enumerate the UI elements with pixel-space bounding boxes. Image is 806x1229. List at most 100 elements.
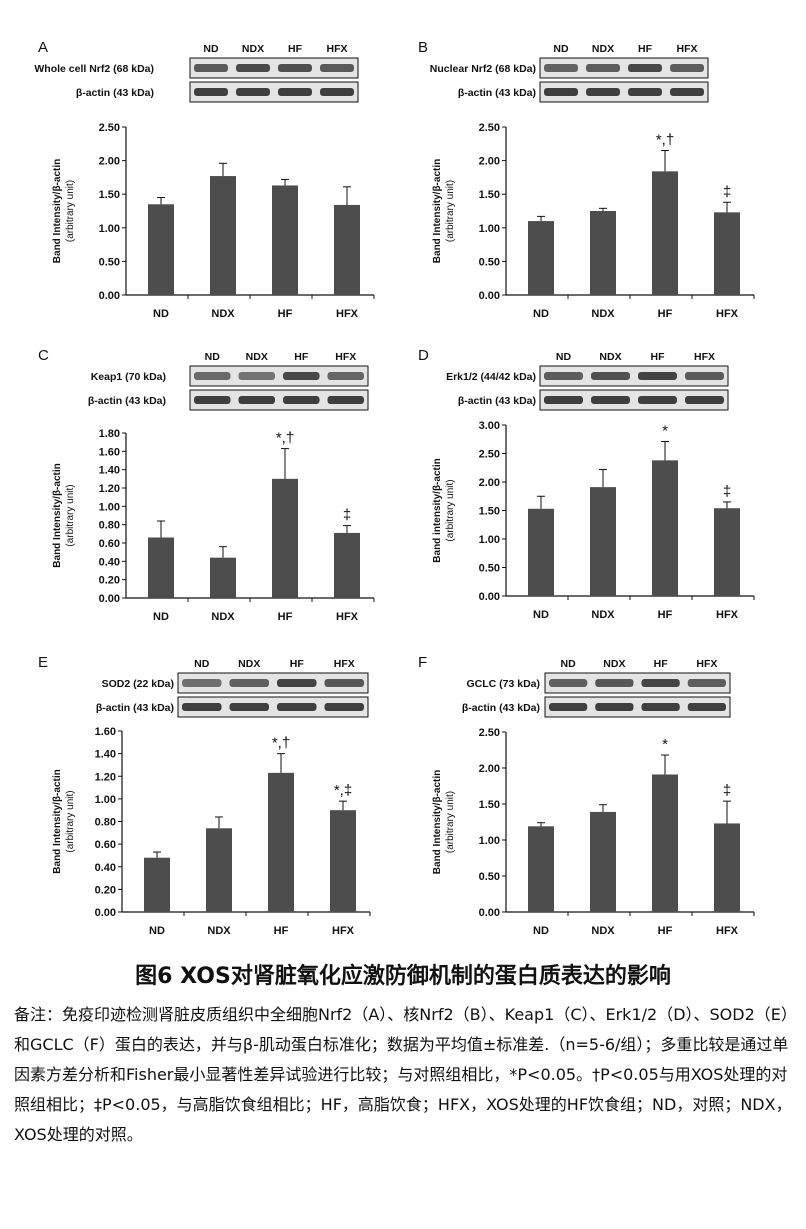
panel-e-category-label: NDX xyxy=(207,925,231,937)
panel-f-significance-label: * xyxy=(662,736,668,753)
panel-a-lane-label: NDX xyxy=(242,43,264,55)
panel-b-category-label: HF xyxy=(658,308,673,320)
panel-b: B ND NDX HF HFX Nuclear Nrf2 (68 kDa) β-actin … xyxy=(380,30,783,345)
panel-d-blot-band xyxy=(685,396,724,404)
panel-c-lane-label: HF xyxy=(294,351,309,363)
panel-b-y-tick-label: 2.00 xyxy=(479,156,500,168)
panel-f-blot-label: GCLC (73 kDa) xyxy=(466,678,540,690)
panel-e-y-tick-label: 1.20 xyxy=(95,771,116,783)
panel-c-category-label: HF xyxy=(278,611,293,623)
panel-d-y-tick-label: 0.50 xyxy=(479,563,500,575)
panel-a-svg: A ND NDX HF HFX Whole cell Nrf2 (68 kDa) β-act… xyxy=(34,39,375,320)
panel-b-lane-label: ND xyxy=(553,43,569,55)
panel-e-y-tick-label: 0.20 xyxy=(95,884,116,896)
panel-f-category-label: HFX xyxy=(716,925,739,937)
panel-f-lane-label: HFX xyxy=(696,658,717,670)
panel-c-blot-band xyxy=(194,396,231,404)
panel-d-blot-label: Erk1/2 (44/42 kDa) xyxy=(446,371,536,383)
figure-title: 图6 XOS对肾脏氧化应激防御机制的蛋白质表达的影响 xyxy=(135,964,671,989)
panel-a-y-tick-label: 1.00 xyxy=(99,223,120,235)
panel-f-blot-strip xyxy=(544,696,731,718)
panel-b-y-tick-label: 1.00 xyxy=(479,223,500,235)
panel-d-blot-band xyxy=(685,372,724,380)
panel-c-y-label: Band Intensity/β-actin xyxy=(52,463,63,567)
panel-e-category-label: ND xyxy=(149,925,165,937)
panel-c-blot-label: Keap1 (70 kDa) xyxy=(91,371,166,383)
panel-b-y-tick-label: 0.50 xyxy=(479,256,500,268)
panel-d-category-label: NDX xyxy=(591,609,615,621)
panel-a-category-label: HFX xyxy=(336,308,359,320)
panel-a-lane-label: ND xyxy=(203,43,219,55)
panel-d-blot-band xyxy=(544,396,583,404)
panel-d-bar xyxy=(652,460,678,596)
panel-f-blot-band xyxy=(595,703,634,711)
panel-c-blot-label: β-actin (43 kDa) xyxy=(88,395,166,407)
panel-c-significance-label: *,† xyxy=(276,430,294,447)
panel-b-y-tick-label: 1.50 xyxy=(479,189,500,201)
panel-f-blot-band xyxy=(687,679,726,687)
panel-e-lane-label: ND xyxy=(194,658,210,670)
panel-c-y-tick-label: 0.80 xyxy=(99,520,120,532)
panel-a-blot-band xyxy=(236,64,270,72)
panel-c-y-tick-label: 0.40 xyxy=(99,556,120,568)
panel-b-bar xyxy=(714,212,740,295)
panel-f-category-label: ND xyxy=(533,925,549,937)
panel-f-y-tick-label: 2.00 xyxy=(479,763,500,775)
panel-c-bar xyxy=(334,532,360,598)
panel-a-y-label-unit: (arbitrary unit) xyxy=(65,180,76,242)
panel-d-blot-band xyxy=(638,396,677,404)
panel-c-blot-band xyxy=(238,372,275,380)
panel-f-bar xyxy=(590,811,616,912)
panel-e-lane-label: HF xyxy=(290,658,305,670)
panel-f-significance-label: ‡ xyxy=(723,782,731,799)
panel-a-lane-label: HFX xyxy=(327,43,348,55)
panel-b-y-label: Band Intensity/β-actin xyxy=(432,159,443,263)
panel-a-bar xyxy=(272,185,298,295)
panel-e-letter: E xyxy=(38,654,48,671)
panel-d-bar xyxy=(714,508,740,596)
panel-e-lane-label: HFX xyxy=(334,658,355,670)
panel-d-category-label: ND xyxy=(533,609,549,621)
panel-f-blot-band xyxy=(595,679,634,687)
panel-d-blot-band xyxy=(544,372,583,380)
panel-d-category-label: HF xyxy=(658,609,673,621)
panel-e-blot-band xyxy=(229,679,269,687)
panel-c-y-tick-label: 1.20 xyxy=(99,483,120,495)
panel-f-blot-label: β-actin (43 kDa) xyxy=(462,702,540,714)
panel-b-significance-label: *,† xyxy=(656,132,674,149)
panel-d-lane-label: HF xyxy=(651,351,666,363)
panel-b-lane-label: NDX xyxy=(592,43,614,55)
panel-d-letter: D xyxy=(418,347,429,364)
panel-e-y-tick-label: 0.60 xyxy=(95,839,116,851)
panel-e-blot-band xyxy=(182,703,222,711)
panel-e-blot-band xyxy=(229,703,269,711)
panel-b-y-label-unit: (arbitrary unit) xyxy=(445,180,456,242)
panel-c-y-tick-label: 0.20 xyxy=(99,575,120,587)
panel-d-lane-label: NDX xyxy=(599,351,621,363)
panel-e-blot-band xyxy=(324,679,364,687)
panel-a-blot-strip xyxy=(189,81,359,103)
panel-e-blot-label: β-actin (43 kDa) xyxy=(96,702,174,714)
panel-f-y-tick-label: 2.50 xyxy=(479,727,500,739)
panel-d-y-tick-label: 2.00 xyxy=(479,477,500,489)
panel-f-bar xyxy=(714,823,740,912)
panel-b-bar xyxy=(528,221,554,295)
panel-a-blot-band xyxy=(320,88,354,96)
panel-d-y-label-unit: (arbitrary unit) xyxy=(445,479,456,541)
panel-f-y-tick-label: 1.50 xyxy=(479,799,500,811)
panel-c-blot-band xyxy=(327,372,364,380)
panel-c-category-label: HFX xyxy=(336,611,359,623)
panel-e-lane-label: NDX xyxy=(238,658,260,670)
panel-b-y-tick-label: 2.50 xyxy=(479,122,500,134)
panel-f-category-label: HF xyxy=(658,925,673,937)
panel-e-bar xyxy=(206,828,232,912)
panel-c-y-tick-label: 1.60 xyxy=(99,446,120,458)
panel-e-bar xyxy=(330,810,356,912)
panel-c-bar xyxy=(272,478,298,598)
panel-c-blot-band xyxy=(327,396,364,404)
panel-a-blot-band xyxy=(194,64,228,72)
panel-d-significance-label: ‡ xyxy=(723,483,731,500)
panel-e-svg: E ND NDX HF HFX SOD2 (22 kDa) β-actin (43 kDa)… xyxy=(38,654,371,937)
panel-b-blot-band xyxy=(628,88,662,96)
panel-c-y-tick-label: 1.40 xyxy=(99,465,120,477)
